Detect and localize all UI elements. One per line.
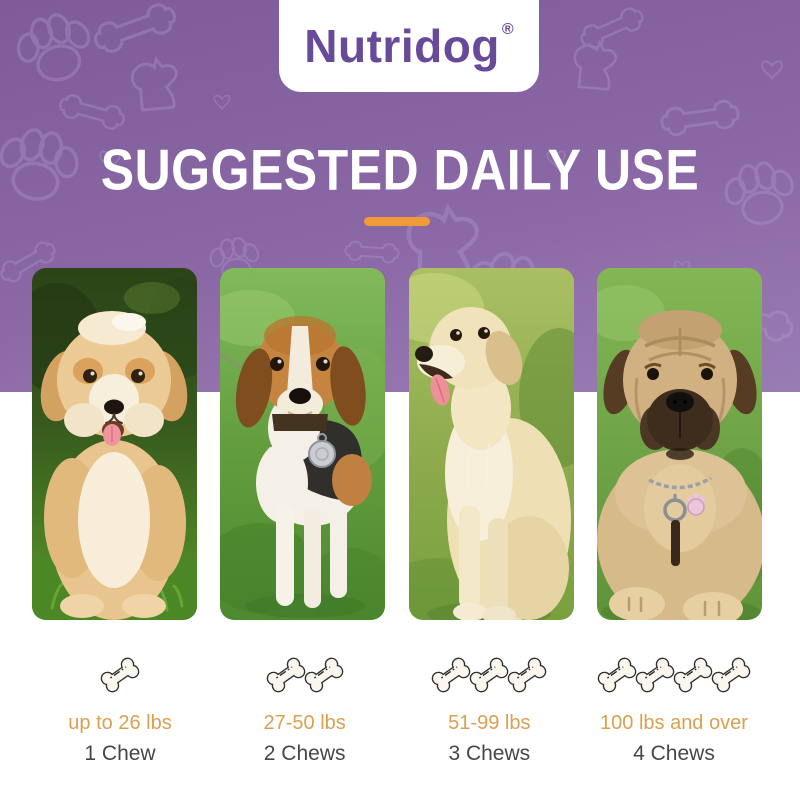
weight-range-label: up to 26 lbs [68, 712, 172, 734]
brand-logo-pill: Nutridog ® [279, 0, 539, 92]
chew-count-label: 1 Chew [84, 742, 156, 765]
mastiff-illustration [596, 268, 762, 620]
registered-trademark-symbol: ® [501, 21, 514, 38]
bone-icon [304, 657, 343, 693]
usage-column-medium-dog: 27-50 lbs 2 Chews [217, 648, 393, 766]
bone-count-icons [266, 648, 343, 702]
weight-range-label: 27-50 lbs [263, 712, 346, 734]
bone-count-icons [100, 648, 140, 702]
dog-photos-row [32, 268, 762, 620]
dog-photo-golden-retriever [408, 268, 574, 620]
chew-count-label: 3 Chews [448, 742, 531, 765]
golden-retriever-illustration [408, 268, 574, 620]
weight-range-label: 100 lbs and over [600, 712, 748, 734]
usage-column-giant-dog: 100 lbs and over 4 Chews [586, 648, 762, 766]
beagle-illustration [220, 268, 386, 620]
bone-icon [432, 657, 471, 693]
bone-icon [470, 657, 509, 693]
usage-column-large-dog: 51-99 lbs 3 Chews [401, 648, 577, 766]
bone-icon [635, 657, 675, 693]
bone-count-icons [597, 648, 751, 702]
usage-column-small-dog: up to 26 lbs 1 Chew [32, 648, 208, 766]
bone-icon [100, 657, 140, 693]
weight-range-label: 51-99 lbs [448, 712, 531, 734]
bone-icon [266, 657, 305, 693]
havanese-puppy-illustration [32, 268, 197, 620]
dog-photo-beagle [220, 268, 386, 620]
dosage-info-row: up to 26 lbs 1 Chew [32, 648, 762, 766]
title-underline-accent [364, 217, 430, 226]
page-title: SUGGESTED DAILY USE [100, 137, 700, 202]
dog-photo-mastiff [596, 268, 762, 620]
dog-photo-havanese-puppy [32, 268, 197, 620]
bone-icon [597, 657, 637, 693]
bone-icon [508, 657, 547, 693]
bone-count-icons [432, 648, 547, 702]
bone-icon [673, 657, 713, 693]
brand-logo-text: Nutridog [304, 20, 500, 72]
chew-count-label: 4 Chews [633, 742, 715, 765]
chew-count-label: 2 Chews [263, 742, 346, 765]
bone-icon [711, 657, 751, 693]
